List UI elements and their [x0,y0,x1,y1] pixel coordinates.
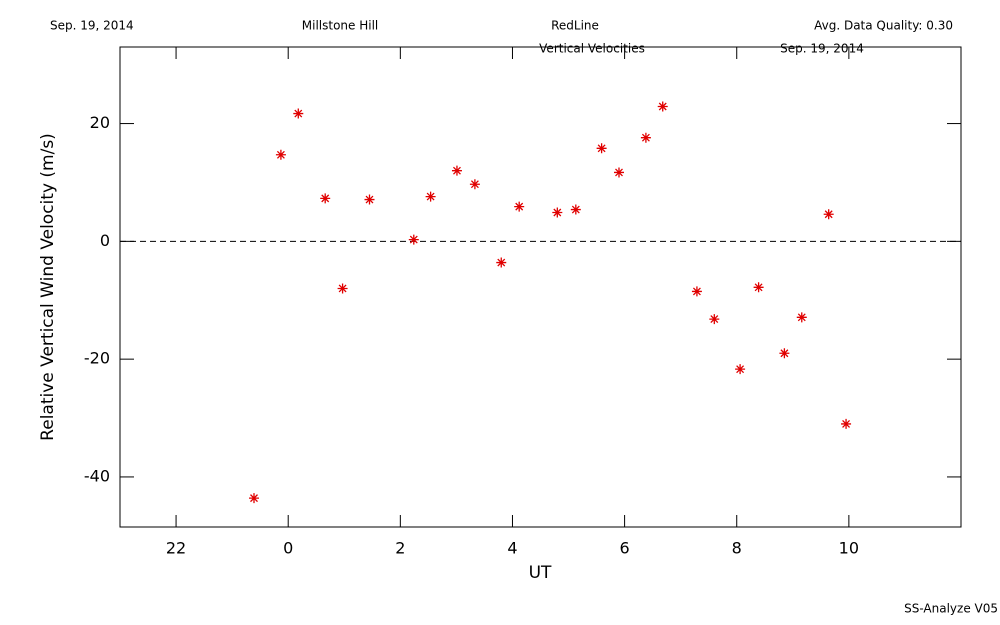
x-tick-label: 10 [839,539,859,558]
header-date: Sep. 19, 2014 [50,19,134,33]
data-point [425,191,436,202]
data-point [596,143,607,154]
x-axis-label: UT [529,563,552,583]
header-site: Millstone Hill [302,19,378,33]
data-point [408,234,419,245]
x-tick-label: 2 [395,539,405,558]
data-point [841,418,852,429]
data-point [823,209,834,220]
plot-frame [119,46,962,528]
data-point [293,108,304,119]
data-point [364,194,375,205]
header-line: RedLine [551,19,599,33]
chart-title: Vertical Velocities [539,42,645,56]
data-point [613,167,624,178]
data-point [451,165,462,176]
data-point [337,283,348,294]
y-tick-label: 0 [100,231,110,250]
x-tick-label: 4 [507,539,517,558]
data-point [514,201,525,212]
footer: SS-Analyze V05 [904,602,998,616]
y-axis-label: Relative Vertical Wind Velocity (m/s) [38,133,58,441]
data-point [691,286,702,297]
data-point [735,364,746,375]
y-tick-label: 20 [90,113,110,132]
x-tick-label: 0 [283,539,293,558]
data-point [552,207,563,218]
y-tick-label: -40 [84,466,110,485]
x-tick-label: 22 [166,539,186,558]
data-point [709,314,720,325]
x-tick-label: 6 [620,539,630,558]
data-point [469,179,480,190]
data-point [570,204,581,215]
y-tick-label: -20 [84,349,110,368]
data-point [320,193,331,204]
data-point [657,101,668,112]
data-point [779,348,790,359]
data-point [275,149,286,160]
header-quality: Avg. Data Quality: 0.30 [814,19,953,33]
data-point [640,132,651,143]
chart-subtitle: Sep. 19, 2014 [780,42,864,56]
x-tick-label: 8 [732,539,742,558]
data-point [796,312,807,323]
data-point [496,257,507,268]
data-point [753,282,764,293]
data-point [248,493,259,504]
